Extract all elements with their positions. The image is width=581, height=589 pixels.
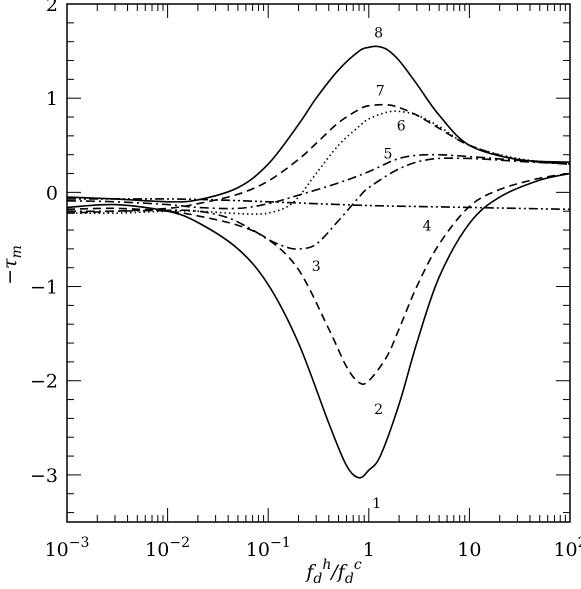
curve-label-4: 4 — [423, 218, 432, 234]
y-tick-label: −3 — [30, 465, 58, 487]
x-tick-label: 10−2 — [145, 535, 190, 561]
curve-label-3: 3 — [312, 259, 321, 275]
series-line-2 — [66, 172, 571, 385]
series-line-4 — [66, 198, 571, 211]
series-line-1 — [66, 172, 571, 479]
y-tick-label: 1 — [46, 88, 58, 110]
curve-label-8: 8 — [374, 25, 383, 41]
curve-label-7: 7 — [376, 84, 385, 100]
x-tick-label: 102 — [553, 535, 581, 561]
series-line-7 — [66, 103, 571, 214]
curves-group — [66, 45, 571, 479]
series-line-5 — [66, 153, 571, 210]
curve-label-1: 1 — [372, 496, 381, 512]
plot-frame — [66, 3, 571, 523]
curve-label-6: 6 — [397, 118, 406, 134]
curve-label-5: 5 — [383, 147, 392, 163]
y-tick-label: −1 — [30, 277, 58, 299]
y-tick-label: 0 — [46, 182, 58, 204]
curve-label-2: 2 — [374, 402, 383, 418]
series-line-3 — [66, 157, 571, 250]
x-tick-label: 10−3 — [45, 535, 90, 561]
x-tick-label: 10−1 — [246, 535, 291, 561]
y-tick-label: 2 — [46, 0, 58, 16]
y-tick-label: −2 — [30, 371, 58, 393]
series-line-6 — [66, 110, 571, 215]
x-tick-label: 10 — [457, 539, 481, 561]
x-axis-title: fdh/fdc — [304, 557, 361, 587]
y-axis-title: −τm — [0, 245, 25, 285]
x-tick-label: 1 — [363, 539, 375, 561]
series-line-8 — [66, 45, 571, 203]
